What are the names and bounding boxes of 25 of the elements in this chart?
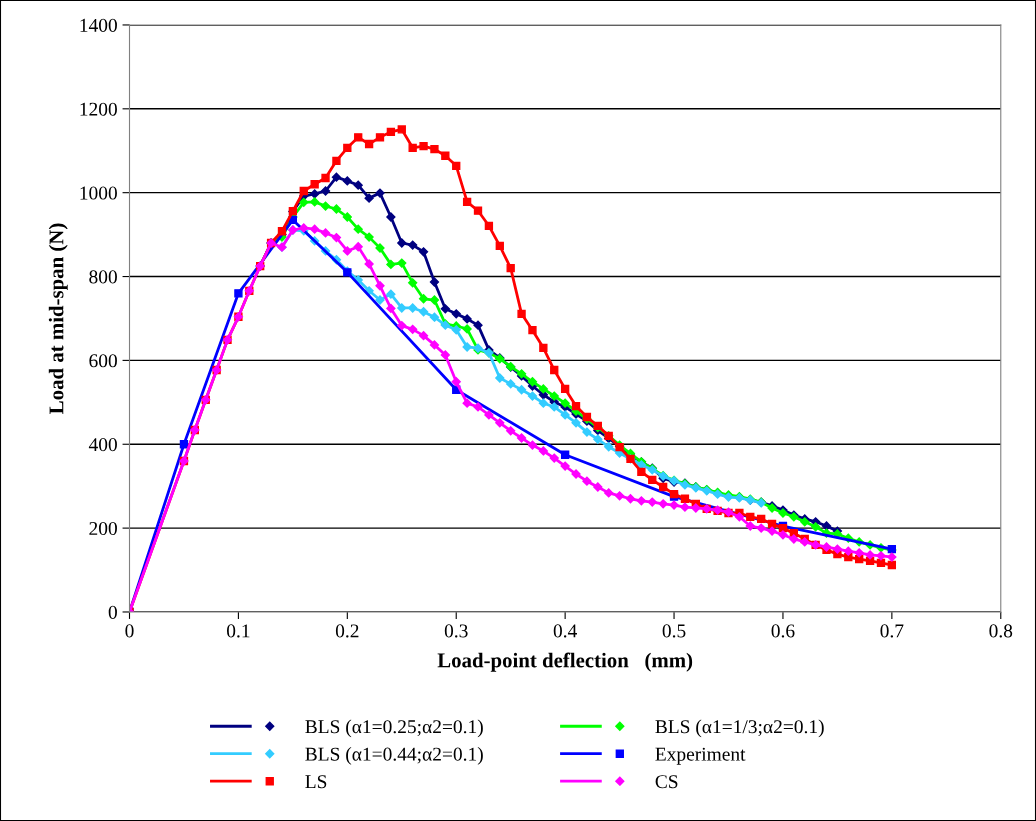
y-tick-label: 1400: [80, 18, 117, 32]
x-tick-label: 0.4: [553, 624, 577, 638]
legend-label: LS: [305, 775, 327, 789]
y-tick-label: 1200: [80, 102, 117, 116]
legend-label: BLS (α1=0.44;α2=0.1): [305, 747, 483, 765]
x-tick-label: 0.3: [444, 624, 468, 638]
x-tick-label: 0.6: [771, 624, 795, 638]
legend-label: CS: [655, 775, 678, 789]
y-tick-label: 400: [88, 438, 117, 452]
legend-label: BLS (α1=1/3;α2=0.1): [655, 719, 824, 738]
x-tick-label: 0: [125, 624, 134, 638]
x-tick-label: 0.1: [227, 624, 250, 638]
x-tick-label: 0.2: [335, 624, 359, 638]
y-tick-label: 200: [89, 521, 117, 536]
x-tick-label: 0.7: [880, 624, 904, 638]
y-tick-label: 1000: [80, 186, 117, 200]
x-tick-label: 0.5: [662, 624, 686, 638]
x-axis-title: Load-point deflection (mm): [437, 652, 693, 672]
legend-label: Experiment: [655, 747, 746, 765]
y-tick-label: 800: [89, 270, 117, 284]
y-tick-label: 0: [108, 605, 117, 619]
x-tick-label: 0.8: [989, 624, 1013, 638]
legend-label: BLS (α1=0.25;α2=0.1): [305, 719, 483, 738]
y-tick-label: 600: [89, 354, 117, 368]
y-axis-title: Load at mid-span (N): [48, 223, 68, 414]
